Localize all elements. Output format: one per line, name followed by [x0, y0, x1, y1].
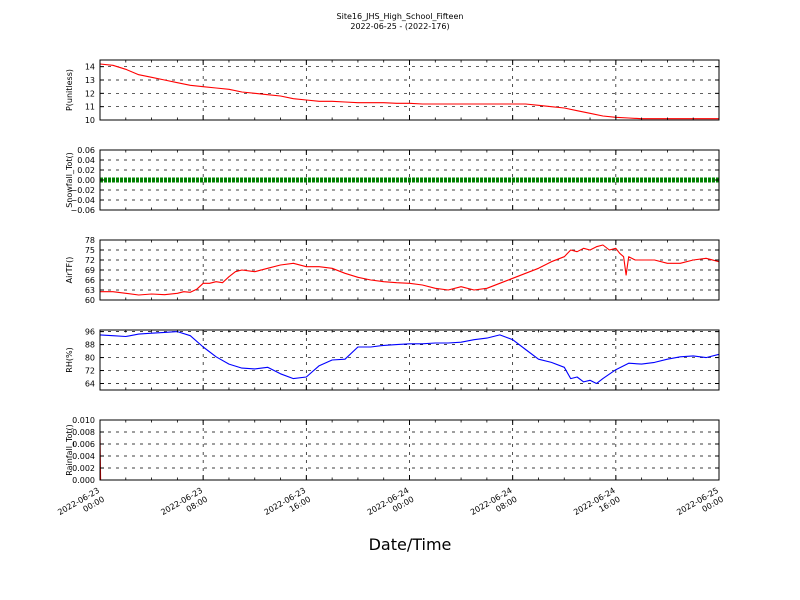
y-tick-label: 0.000 [72, 476, 95, 485]
y-axis-label: Rainfall_Tot() [65, 424, 74, 476]
y-tick-label: 75 [85, 246, 95, 255]
y-tick-label: 78 [85, 236, 95, 245]
y-tick-label: 0.004 [72, 452, 95, 461]
y-tick-label: −0.06 [70, 206, 95, 215]
panel-0: 10 11 12 13 14 P(unitless) [65, 59, 720, 125]
y-tick-label: 0.010 [72, 416, 95, 425]
y-tick-label: −0.02 [70, 186, 95, 195]
series-line-0 [99, 331, 720, 385]
y-tick-label: 10 [85, 116, 95, 125]
y-tick-label: 14 [85, 63, 95, 72]
x-axis-label: Date/Time [369, 535, 452, 554]
y-tick-label: 13 [85, 76, 95, 85]
y-tick-label: 12 [85, 89, 95, 98]
y-tick-label: 88 [85, 341, 95, 350]
y-axis-label: AirTF() [65, 257, 74, 284]
y-tick-label: 63 [85, 286, 95, 295]
y-tick-label: 69 [85, 266, 95, 275]
y-tick-label: −0.04 [70, 196, 95, 205]
y-tick-label: 72 [85, 256, 95, 265]
y-axis-label: RH(%) [65, 347, 74, 372]
y-tick-label: 64 [85, 380, 95, 389]
series-line-0 [100, 244, 720, 296]
y-axis-label: P(unitless) [65, 69, 74, 111]
y-tick-label: 96 [85, 328, 95, 337]
y-tick-label: 80 [85, 354, 95, 363]
chart-title-line1: Site16_JHS_High_School_Fifteen [337, 12, 464, 21]
y-tick-label: 0.04 [77, 156, 95, 165]
y-tick-label: 11 [85, 103, 95, 112]
y-tick-label: 0.06 [77, 146, 95, 155]
y-tick-label: 0.008 [72, 428, 95, 437]
y-tick-label: 60 [85, 296, 95, 305]
panel-3: 64 72 80 88 96 RH(%) [65, 328, 720, 391]
panel-1: −0.06−0.04−0.020.000.020.040.06Snowfall_… [65, 146, 720, 215]
chart-panels: 1011121314P(unitless)−0.06−0.04−0.020.00… [56, 59, 725, 517]
y-tick-label: 0.02 [77, 166, 95, 175]
y-tick-label: 66 [85, 276, 95, 285]
y-tick-label: 0.006 [72, 440, 95, 449]
chart-title-line2: 2022-06-25 - (2022-176) [350, 22, 449, 31]
panel-4: 0.000 0.002 0.004 0.006 0.008 0.010Rainfall_T… [65, 416, 720, 485]
y-tick-label: 0.002 [72, 464, 95, 473]
y-tick-label: 0.00 [77, 176, 95, 185]
y-axis-label: Snowfall_Tot() [65, 152, 74, 208]
series-line-0 [99, 434, 719, 481]
y-tick-label: 72 [85, 367, 95, 376]
